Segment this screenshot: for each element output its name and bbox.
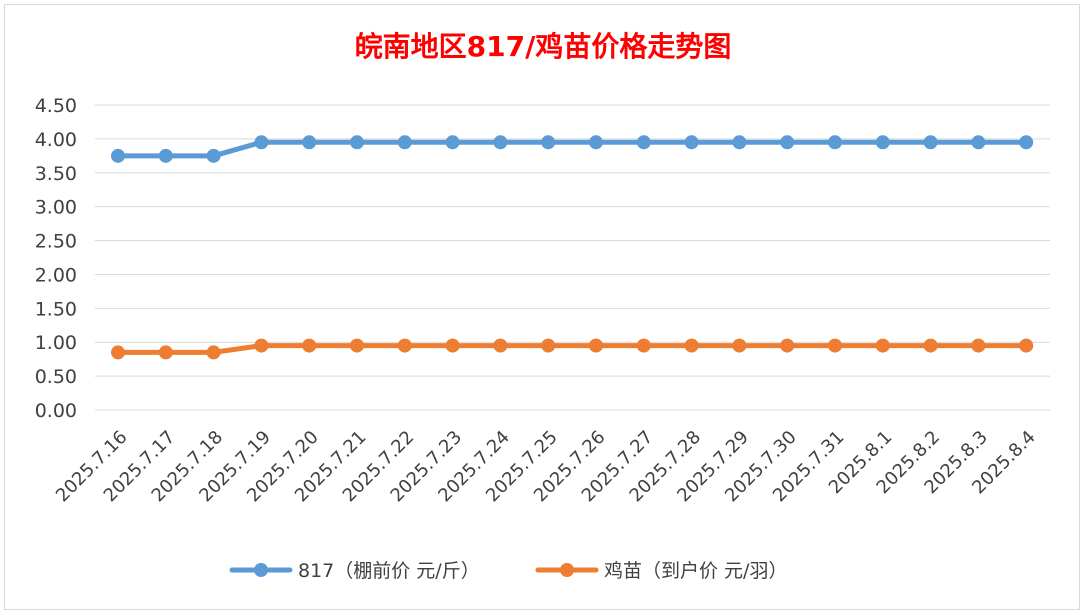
- data-point: [111, 345, 125, 360]
- data-point: [732, 135, 747, 150]
- data-point: [636, 135, 651, 150]
- data-point: [923, 135, 938, 150]
- y-tick-label: 0.50: [35, 366, 77, 388]
- y-tick-label: 2.00: [35, 264, 77, 286]
- y-tick-label: 0.00: [35, 400, 77, 422]
- data-point: [780, 135, 795, 150]
- series-1: [111, 135, 1034, 163]
- data-point: [493, 338, 508, 353]
- data-point: [684, 338, 699, 353]
- data-point: [350, 338, 364, 353]
- data-point: [636, 338, 651, 353]
- data-point: [445, 135, 460, 150]
- data-point: [971, 338, 986, 353]
- data-point: [684, 135, 699, 150]
- gridlines: [95, 104, 1050, 411]
- data-point: [206, 345, 221, 360]
- legend: 817（棚前价 元/斤） 鸡苗（到户价 元/羽）: [229, 560, 787, 582]
- y-tick-label: 3.50: [35, 163, 77, 185]
- data-point: [254, 338, 269, 353]
- data-point: [780, 338, 795, 353]
- legend-swatch-marker: [560, 563, 574, 577]
- y-tick-label: 1.50: [35, 298, 77, 320]
- data-point: [158, 148, 173, 163]
- x-axis-ticks: 2025.7.162025.7.172025.7.182025.7.192025…: [52, 427, 1040, 507]
- data-point: [493, 135, 508, 150]
- series-2: [111, 338, 1034, 360]
- data-point: [875, 338, 890, 353]
- data-point: [397, 135, 412, 150]
- chart-title: 皖南地区817/鸡苗价格走势图: [355, 30, 732, 63]
- series: [111, 135, 1034, 360]
- data-point: [828, 135, 842, 150]
- data-point: [828, 338, 842, 353]
- data-point: [302, 135, 317, 150]
- data-point: [971, 135, 986, 150]
- y-tick-label: 1.00: [35, 332, 77, 354]
- data-point: [1019, 135, 1034, 150]
- y-tick-label: 2.50: [35, 231, 77, 253]
- y-tick-label: 3.00: [35, 197, 77, 219]
- data-point: [206, 148, 221, 163]
- data-point: [350, 135, 364, 150]
- data-point: [397, 338, 412, 353]
- data-point: [923, 338, 938, 353]
- data-point: [589, 135, 603, 150]
- legend-item: 817（棚前价 元/斤）: [229, 560, 480, 582]
- data-point: [732, 338, 747, 353]
- data-point: [589, 338, 603, 353]
- series-line: [115, 343, 1029, 355]
- legend-label: 817（棚前价 元/斤）: [298, 560, 480, 582]
- data-point: [254, 135, 269, 150]
- legend-item: 鸡苗（到户价 元/羽）: [535, 560, 787, 582]
- data-point: [541, 338, 556, 353]
- data-point: [1019, 338, 1034, 353]
- y-axis-ticks: 0.00 0.50 1.00 1.50 2.00 2.50 3.00 3.50 4.00 4.50: [35, 95, 77, 422]
- y-tick-label: 4.50: [35, 95, 77, 117]
- data-point: [111, 148, 125, 163]
- data-point: [445, 338, 460, 353]
- data-point: [158, 345, 173, 360]
- data-point: [302, 338, 317, 353]
- legend-label: 鸡苗（到户价 元/羽）: [604, 560, 787, 582]
- data-point: [875, 135, 890, 150]
- legend-swatch-marker: [254, 563, 268, 577]
- series-line: [115, 139, 1029, 159]
- y-tick-label: 4.00: [35, 129, 77, 151]
- data-point: [541, 135, 556, 150]
